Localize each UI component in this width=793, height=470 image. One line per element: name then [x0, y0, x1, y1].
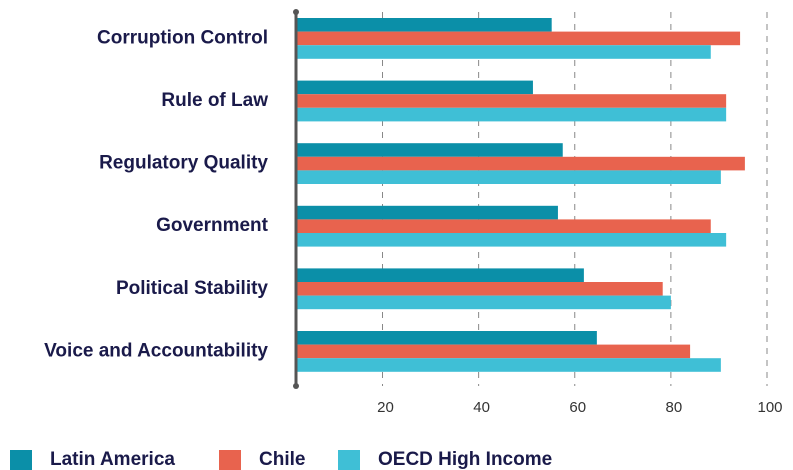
- bar: [296, 18, 552, 32]
- bar: [296, 344, 691, 359]
- bar: [296, 94, 727, 108]
- category-label: Rule of Law: [161, 90, 268, 111]
- category-label: Government: [156, 215, 269, 236]
- bar: [296, 156, 745, 171]
- bar: [296, 107, 727, 122]
- bar: [296, 31, 741, 46]
- category-label: Regulatory Quality: [99, 153, 268, 174]
- bar: [296, 282, 663, 296]
- axis-end: [293, 383, 299, 389]
- legend-swatch: [10, 450, 32, 470]
- bar: [296, 331, 597, 345]
- x-tick-label: 100: [757, 399, 782, 416]
- axis-end: [293, 9, 299, 15]
- bar: [296, 143, 563, 157]
- bar: [296, 205, 558, 220]
- x-tick-label: 20: [377, 399, 394, 416]
- bar: [296, 268, 584, 282]
- x-tick-label: 60: [569, 399, 586, 416]
- legend-swatch: [219, 450, 241, 470]
- category-label: Voice and Accountability: [44, 340, 268, 361]
- legend-label: OECD High Income: [378, 449, 552, 470]
- legend-swatch: [338, 450, 360, 470]
- bar: [296, 170, 721, 184]
- bar: [296, 233, 727, 247]
- bar: [296, 80, 533, 95]
- legend-label: Chile: [259, 449, 305, 470]
- category-label: Corruption Control: [97, 27, 268, 48]
- x-tick-label: 80: [666, 399, 683, 416]
- bar: [296, 358, 721, 372]
- bar: [296, 45, 711, 59]
- legend-label: Latin America: [50, 449, 175, 470]
- x-tick-label: 40: [473, 399, 490, 416]
- bar: [296, 219, 711, 233]
- bar: [296, 295, 671, 310]
- category-label: Political Stability: [116, 278, 268, 299]
